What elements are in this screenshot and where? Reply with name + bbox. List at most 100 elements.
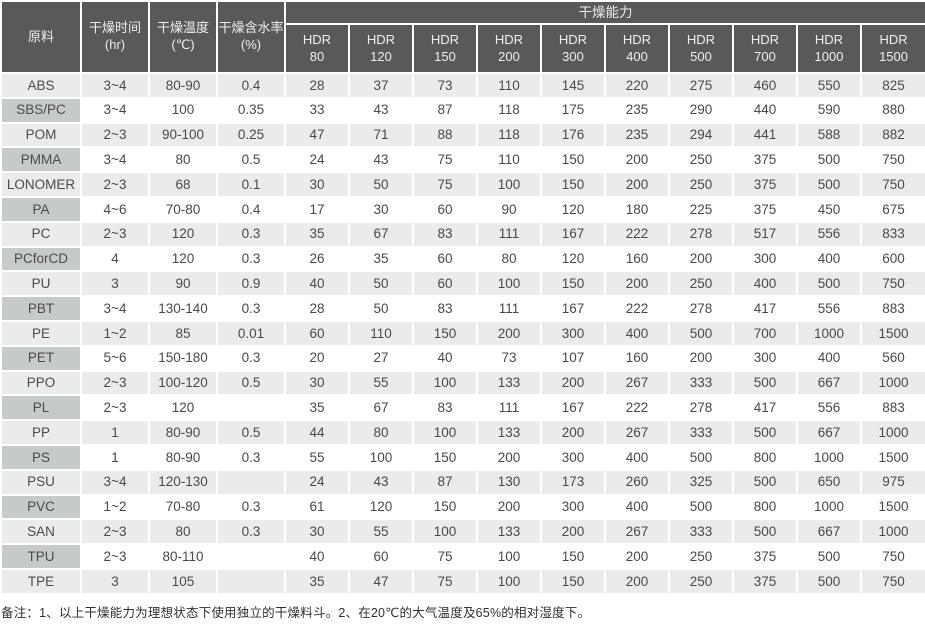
material-cell: SBS/PC [0,96,82,124]
capacity-cell: 73 [476,344,542,372]
capacity-cell: 40 [412,344,478,372]
table-row: PL 2~3 120 35 67 83 111 167 222 278 417 556 883 [0,394,925,422]
capacity-cell: 130 [476,468,542,496]
capacity-cell: 800 [732,443,798,471]
capacity-cell: 133 [476,518,542,546]
dry-time-cell: 2~3 [80,518,150,546]
capacity-cell: 500 [796,567,862,595]
capacity-cell: 145 [540,72,606,99]
dry-temperature-cell: 85 [148,319,218,347]
moisture-cell: 0.3 [216,443,286,471]
capacity-cell: 87 [412,468,478,496]
capacity-cell: 60 [412,270,478,298]
capacity-cell: 87 [412,96,478,124]
material-cell: PMMA [0,146,82,174]
capacity-cell: 675 [859,195,925,223]
capacity-cell: 1000 [859,369,925,397]
capacity-cell: 55 [348,369,414,397]
capacity-cell: 73 [412,72,478,99]
capacity-cell: 400 [732,270,798,298]
capacity-cell: 500 [668,319,734,347]
capacity-cell: 750 [859,567,925,595]
capacity-cell: 222 [604,394,670,422]
dry-time-cell: 3~4 [80,146,150,174]
capacity-cell: 160 [604,344,670,372]
dry-time-cell: 1 [80,443,150,471]
moisture-cell: 0.9 [216,270,286,298]
capacity-cell: 150 [412,493,478,521]
capacity-cell: 417 [732,394,798,422]
material-cell: POM [0,121,82,149]
capacity-cell: 700 [732,319,798,347]
capacity-cell: 111 [476,394,542,422]
capacity-cell: 37 [348,72,414,99]
material-cell: PU [0,270,82,298]
capacity-cell: 167 [540,220,606,248]
capacity-cell: 1000 [796,493,862,521]
capacity-cell: 150 [540,146,606,174]
capacity-cell: 200 [668,245,734,273]
col-header-moisture: 干燥含水率 (%) [216,0,286,74]
table-row: ABS 3~4 80-90 0.4 28 37 73 110 145 220 275 460 550 82… [0,72,925,99]
capacity-cell: 100 [412,419,478,446]
capacity-cell: 450 [796,195,862,223]
col-header-hdr-150: HDR 150 [412,23,478,74]
dry-temperature-cell: 80 [148,518,218,546]
capacity-cell: 290 [668,96,734,124]
capacity-cell: 1500 [859,493,925,521]
dry-temperature-cell: 80-90 [148,72,218,99]
capacity-cell: 43 [348,468,414,496]
capacity-cell: 80 [476,245,542,273]
capacity-cell: 83 [412,220,478,248]
capacity-cell: 460 [732,72,798,99]
dry-time-cell: 4~6 [80,195,150,223]
capacity-cell: 61 [284,493,350,521]
moisture-cell: 0.5 [216,146,286,174]
capacity-cell: 500 [668,443,734,471]
capacity-cell: 590 [796,96,862,124]
capacity-cell: 88 [412,121,478,149]
capacity-cell: 43 [348,96,414,124]
table-row: PBT 3~4 130-140 0.3 28 50 83 111 167 222 278 417 556… [0,295,925,322]
table-row: PP 1 80-90 0.5 44 80 100 133 200 267 333 500 667 1000 [0,419,925,446]
capacity-cell: 43 [348,146,414,174]
capacity-cell: 300 [732,245,798,273]
dry-temperature-cell: 100-120 [148,369,218,397]
capacity-cell: 200 [476,443,542,471]
capacity-cell: 883 [859,394,925,422]
dry-time-cell: 5~6 [80,344,150,372]
dry-temperature-cell: 68 [148,171,218,198]
capacity-cell: 83 [412,295,478,322]
dry-temperature-cell: 70-80 [148,493,218,521]
moisture-cell: 0.3 [216,344,286,372]
capacity-cell: 160 [604,245,670,273]
dry-time-cell: 3~4 [80,295,150,322]
dry-time-cell: 3~4 [80,96,150,124]
capacity-cell: 833 [859,220,925,248]
capacity-cell: 500 [796,171,862,198]
capacity-cell: 100 [476,543,542,570]
capacity-cell: 250 [668,146,734,174]
capacity-cell: 167 [540,295,606,322]
table-row: PPO 2~3 100-120 0.5 30 55 100 133 200 267 333 500 66… [0,369,925,397]
capacity-cell: 28 [284,295,350,322]
capacity-cell: 975 [859,468,925,496]
moisture-cell: 0.3 [216,220,286,248]
capacity-cell: 100 [476,171,542,198]
moisture-cell: 0.5 [216,369,286,397]
dry-time-cell: 3~4 [80,72,150,99]
capacity-cell: 60 [412,195,478,223]
capacity-cell: 1500 [859,319,925,347]
capacity-cell: 26 [284,245,350,273]
capacity-cell: 400 [796,344,862,372]
capacity-cell: 250 [668,270,734,298]
capacity-cell: 375 [732,146,798,174]
capacity-cell: 200 [540,518,606,546]
capacity-cell: 150 [540,543,606,570]
capacity-cell: 150 [540,171,606,198]
capacity-cell: 200 [476,493,542,521]
footnote: 备注：1、以上干燥能力为理想状态下使用独立的干燥料斗。2、在20℃的大气温度及6… [1,605,591,620]
header-row-top: 原料 干燥时间 (hr) 干燥温度 (℃) 干燥含水率 (%) 干燥能力 [0,0,925,74]
capacity-cell: 67 [348,394,414,422]
material-cell: ABS [0,72,82,99]
